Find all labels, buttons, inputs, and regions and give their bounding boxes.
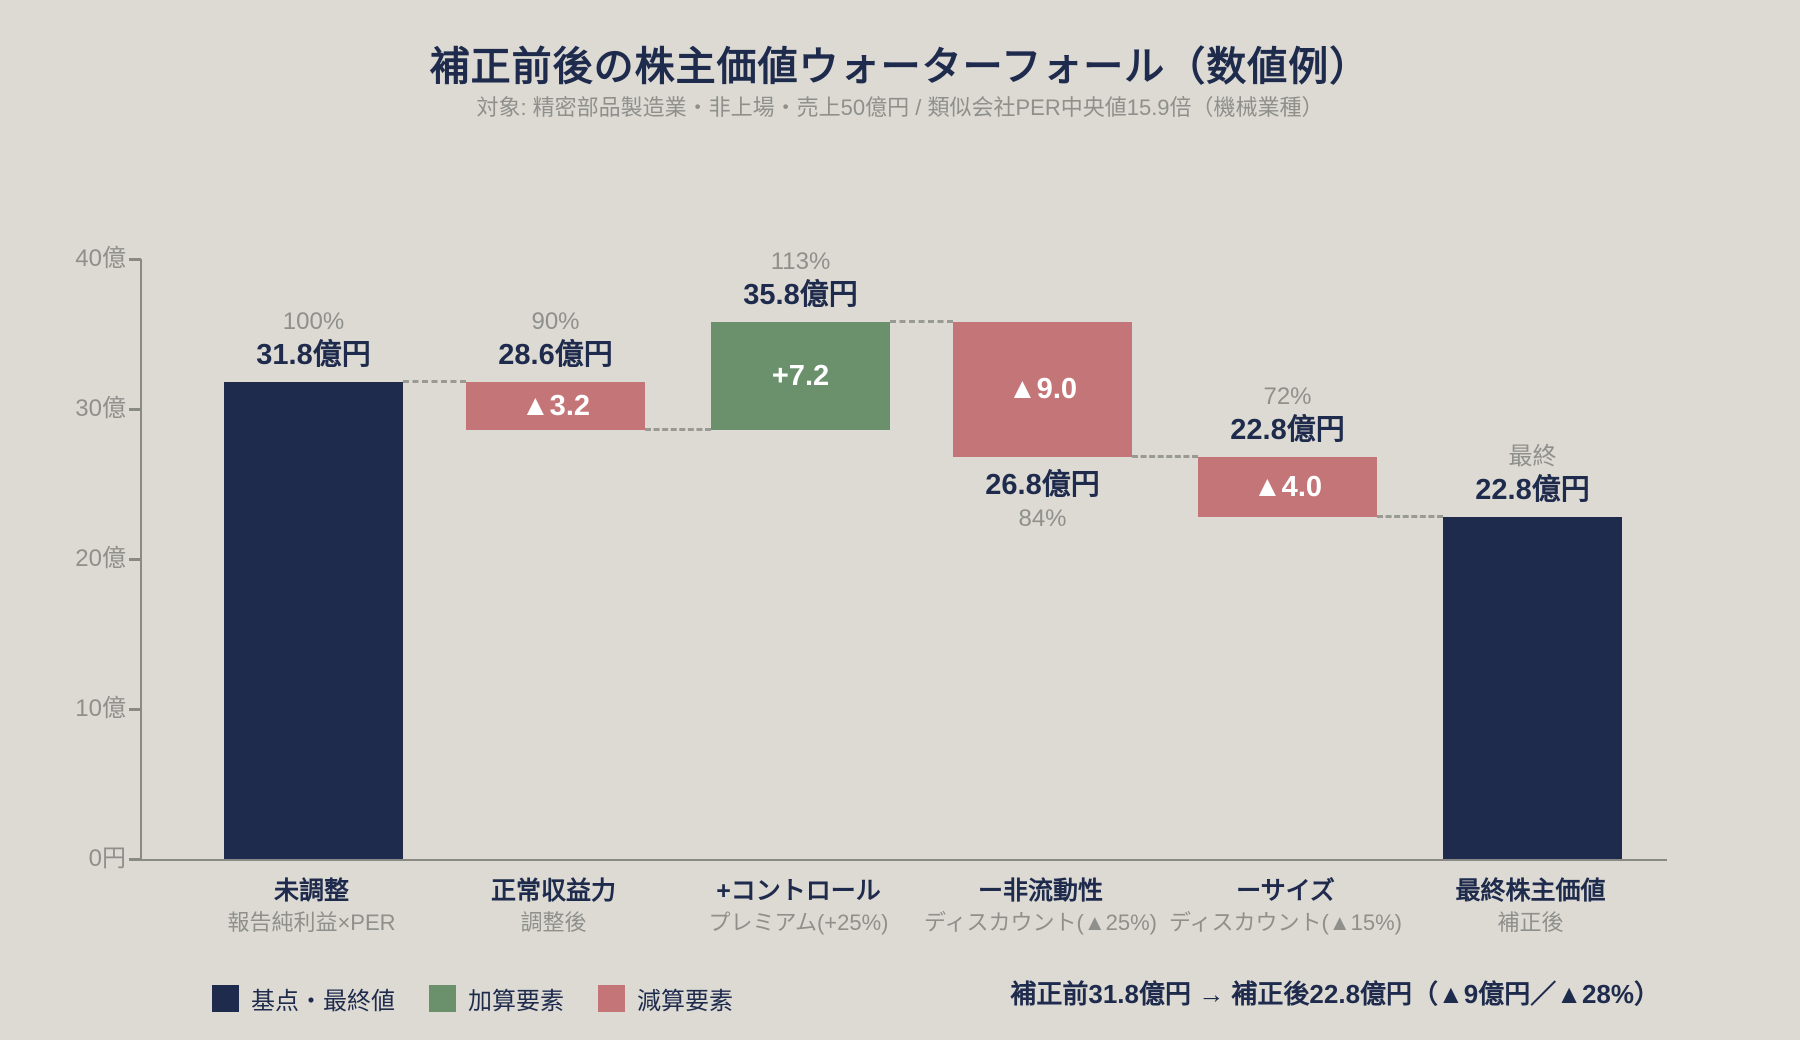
connector-2: [645, 428, 711, 431]
waterfall-bar-4: ▲9.0: [953, 322, 1132, 457]
x-label-1: 未調整報告純利益×PER: [152, 874, 472, 938]
x-subcategory-5: ディスカウント(▲15%): [1169, 910, 1402, 935]
chart-subtitle: 対象: 精密部品製造業・非上場・売上50億円 / 類似会社PER中央値15.9倍…: [476, 95, 1324, 120]
bar-1-label-block: 100% 31.8億円: [104, 306, 524, 373]
y-tick-label-40: 40億: [75, 245, 126, 272]
bar-2-label-block: 90% 28.6億円: [346, 306, 766, 373]
bar-1-value-label: 31.8億円: [256, 339, 371, 371]
y-tick-label-20: 20億: [75, 545, 126, 572]
legend-label: 加算要素: [468, 988, 564, 1015]
bar-5-label-block: 72% 22.8億円: [1078, 381, 1498, 448]
x-category-1: 未調整: [273, 877, 349, 905]
bar-5-percent-label: 72%: [1263, 383, 1312, 410]
bar-5-delta-label: ▲4.0: [1252, 470, 1323, 503]
summary-annotation: 補正前31.8億円 → 補正後22.8億円（▲9億円／▲28%）: [1010, 979, 1660, 1009]
legend-swatch-increase: [429, 985, 456, 1012]
legend-item-increase: 加算要素: [429, 981, 564, 1016]
bar-1-percent-label: 100%: [282, 308, 345, 335]
legend-item-base-final: 基点・最終値: [212, 981, 395, 1016]
legend-swatch-base-final: [212, 985, 239, 1012]
legend-label: 減算要素: [637, 988, 733, 1015]
waterfall-bar-6: [1443, 517, 1622, 859]
bar-6-label-block: 最終 22.8億円: [1323, 441, 1743, 508]
bar-5-value-label: 22.8億円: [1230, 414, 1345, 446]
y-tick-label-30: 30億: [75, 395, 126, 422]
x-label-5: ーサイズディスカウント(▲15%): [1126, 874, 1446, 938]
x-category-2: 正常収益力: [490, 877, 616, 905]
bar-4-value-label: 26.8億円: [985, 469, 1100, 501]
waterfall-bar-1: [224, 382, 403, 859]
x-subcategory-2: 調整後: [520, 910, 587, 935]
bar-3-value-label: 35.8億円: [743, 279, 858, 311]
x-subcategory-1: 報告純利益×PER: [227, 910, 396, 935]
waterfall-bar-3: +7.2: [711, 322, 890, 430]
y-tick-mark-20: [129, 558, 141, 561]
connector-1: [403, 380, 466, 383]
waterfall-bar-2: ▲3.2: [466, 382, 645, 430]
y-tick-label-0: 0円: [88, 845, 126, 872]
x-label-4: ー非流動性ディスカウント(▲25%): [881, 874, 1201, 938]
legend-swatch-decrease: [598, 985, 625, 1012]
y-tick-mark-30: [129, 408, 141, 411]
bar-4-percent-label: 84%: [1018, 505, 1067, 532]
x-category-3: +コントロール: [716, 877, 881, 905]
chart-title: 補正前後の株主価値ウォーターフォール（数値例）: [429, 45, 1371, 89]
y-tick-mark-40: [129, 258, 141, 261]
waterfall-bar-5: ▲4.0: [1198, 457, 1377, 517]
bar-6-value-label: 22.8億円: [1475, 474, 1590, 506]
x-category-5: ーサイズ: [1236, 877, 1335, 905]
bar-6-percent-label: 最終: [1508, 443, 1557, 470]
bar-3-delta-label: +7.2: [771, 359, 830, 392]
bar-2-value-label: 28.6億円: [498, 339, 613, 371]
x-label-6: 最終株主価値 補正後: [1371, 874, 1691, 938]
bar-4-delta-label: ▲9.0: [1007, 373, 1078, 405]
connector-3: [890, 320, 953, 323]
bar-4-label-block: 26.8億円 84%: [833, 467, 1253, 534]
y-tick-label-10: 10億: [75, 695, 126, 722]
x-subcategory-4: ディスカウント(▲25%): [924, 910, 1157, 935]
y-tick-mark-10: [129, 708, 141, 711]
bar-3-label-block: 113% 35.8億円: [591, 246, 1011, 313]
bar-3-percent-label: 113%: [770, 248, 831, 275]
x-label-2: 正常収益力 調整後: [394, 874, 714, 938]
connector-5: [1377, 515, 1443, 518]
bar-2-delta-label: ▲3.2: [520, 389, 591, 422]
x-subcategory-3: プレミアム(+25%): [708, 910, 889, 935]
connector-4: [1132, 455, 1198, 458]
x-label-3: +コントロール プレミアム(+25%): [639, 874, 959, 938]
legend-label: 基点・最終値: [251, 988, 395, 1015]
plot-area: 100% 31.8億円 ▲3.2 90% 28.6億円 +7.2 113% 35.8億円 ▲9.…: [140, 248, 1667, 861]
x-category-6: 最終株主価値: [1455, 877, 1606, 905]
x-category-4: ー非流動性: [977, 877, 1103, 905]
legend-item-decrease: 減算要素: [598, 981, 733, 1016]
x-subcategory-6: 補正後: [1497, 910, 1564, 935]
y-tick-mark-0: [129, 858, 141, 861]
bar-2-percent-label: 90%: [531, 308, 580, 335]
legend: 基点・最終値 加算要素 減算要素: [212, 981, 733, 1016]
